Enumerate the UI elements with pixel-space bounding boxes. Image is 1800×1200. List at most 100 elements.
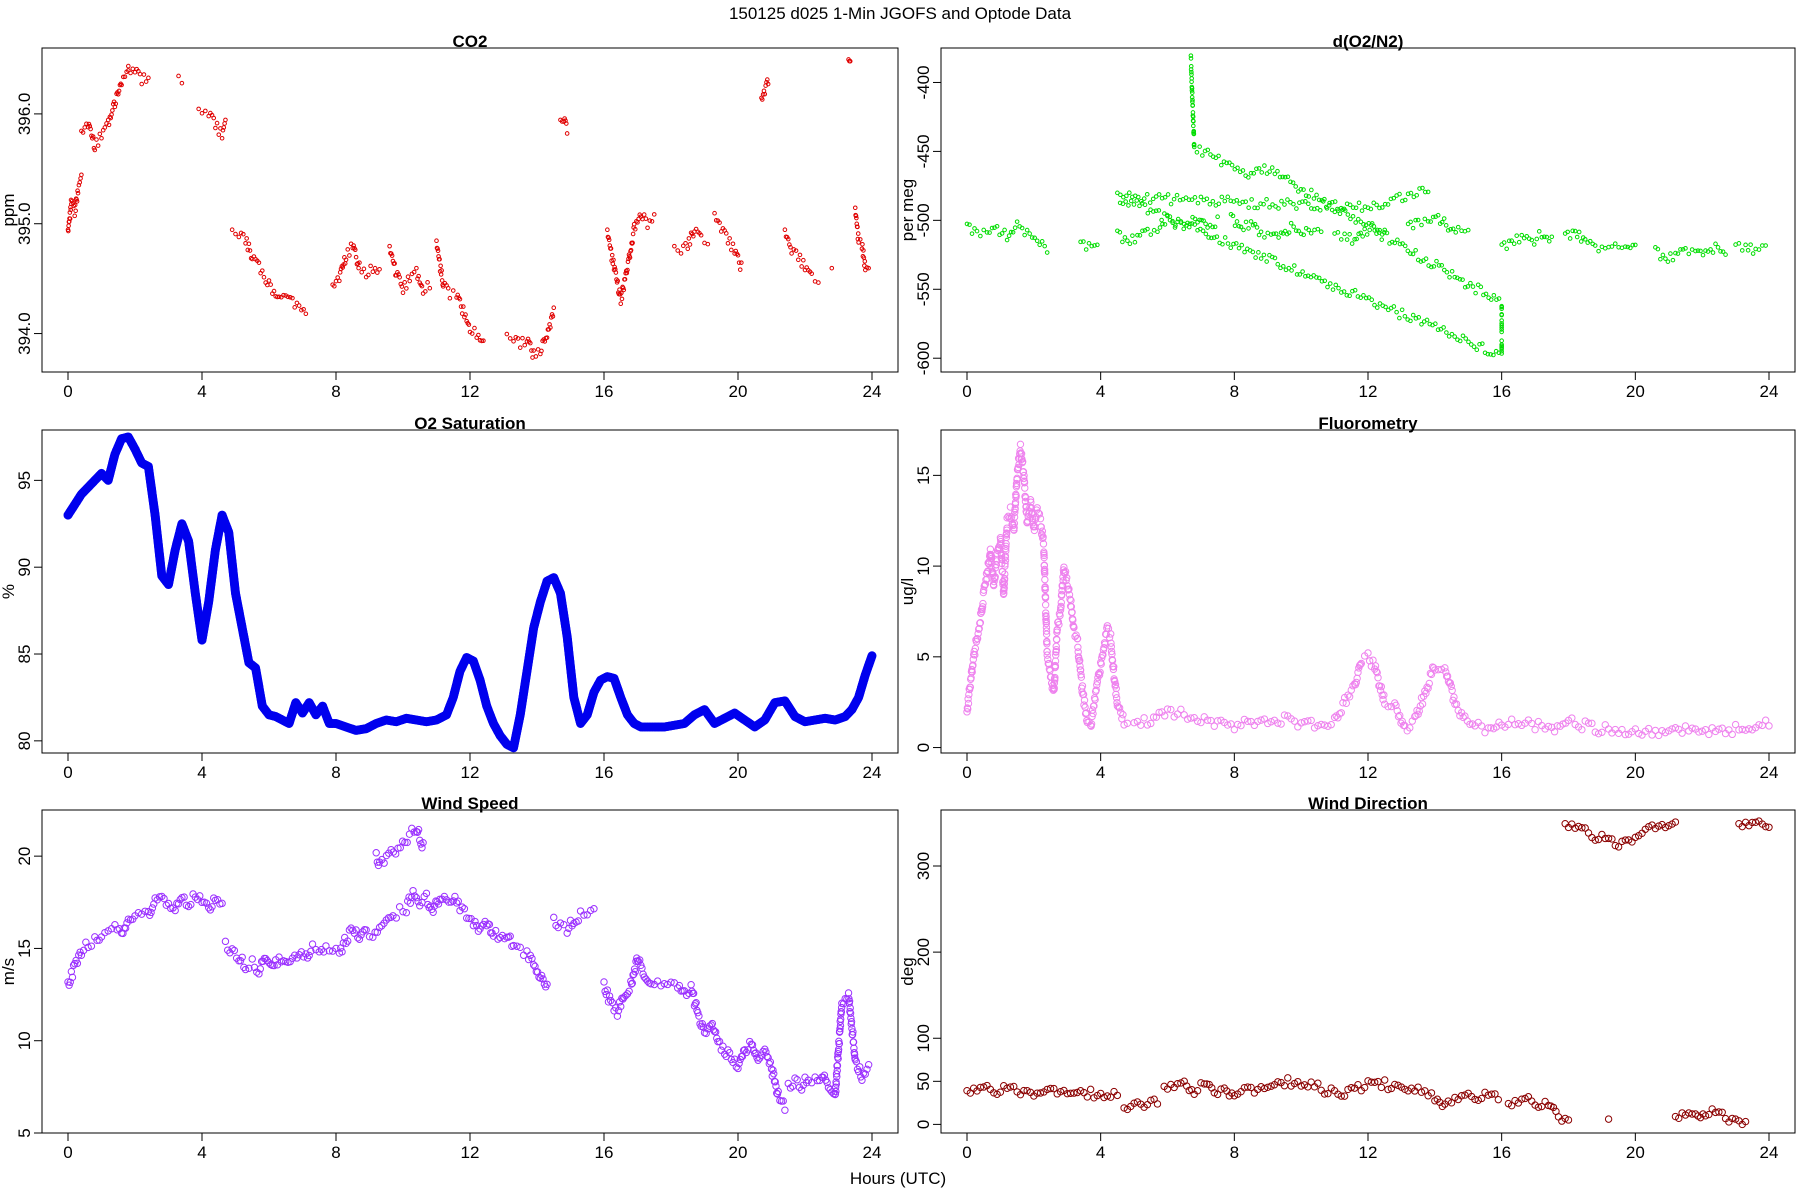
co2-data-point	[196, 106, 201, 112]
co2-x-tick-label: 16	[595, 382, 614, 401]
wdir-data-point	[1193, 1087, 1202, 1095]
co2-data-point	[90, 134, 96, 139]
co2-data-point	[627, 255, 633, 260]
co2-data-point	[791, 247, 797, 252]
do2n2-data-point	[1354, 236, 1359, 242]
wdir-data-point	[1621, 836, 1630, 844]
do2n2-data-point	[1329, 207, 1335, 213]
do2n2-data-point	[1462, 284, 1468, 290]
co2-title: CO2	[453, 32, 488, 51]
wspd-data-point	[634, 957, 643, 966]
do2n2-data-point	[1256, 250, 1261, 255]
do2n2-data-point	[1238, 224, 1244, 230]
fluor-data-point	[1051, 673, 1059, 682]
wdir-data-point	[1457, 1092, 1466, 1100]
wspd-data-point	[184, 902, 193, 911]
do2n2-data-point	[1207, 201, 1213, 207]
do2n2-data-point	[1083, 247, 1089, 252]
fluor-data-point	[1001, 562, 1009, 570]
do2n2-data-point	[1303, 193, 1309, 198]
wspd-data-point	[160, 894, 168, 903]
o2sat-x-tick-label: 20	[729, 763, 748, 782]
co2-data-point	[407, 278, 413, 284]
co2-data-point	[857, 237, 863, 242]
fluor-data-point	[1107, 639, 1115, 647]
do2n2-data-point	[1254, 166, 1259, 172]
fluor-data-point	[1149, 713, 1158, 721]
do2n2-data-point	[1377, 227, 1382, 233]
wdir-data-point	[1050, 1084, 1058, 1093]
co2-data-point	[141, 72, 147, 77]
co2-data-point	[268, 282, 273, 287]
co2-data-point	[685, 246, 691, 252]
wspd-y-tick-label: 10	[15, 1031, 34, 1050]
do2n2-data-point	[1275, 261, 1281, 267]
wspd-data-point	[823, 1078, 831, 1087]
co2-data-point	[75, 190, 81, 196]
co2-data-point	[698, 232, 704, 238]
co2-data-point	[292, 305, 297, 310]
do2n2-data-point	[1267, 205, 1272, 210]
do2n2-data-point	[1042, 243, 1047, 249]
do2n2-data-point	[1325, 284, 1330, 290]
fluor-data-point	[1715, 725, 1723, 733]
wspd-data-point	[537, 971, 546, 980]
fluor-data-point	[1076, 662, 1084, 670]
do2n2-data-point	[1377, 301, 1383, 306]
do2n2-data-point	[1379, 237, 1385, 242]
do2n2-data-point	[1316, 197, 1322, 203]
wspd-data-point	[627, 980, 636, 988]
wspd-data-point	[174, 900, 183, 908]
wspd-data-point	[205, 904, 213, 912]
do2n2-data-point	[1192, 195, 1198, 200]
co2-data-point	[203, 108, 208, 114]
co2-data-point	[244, 236, 249, 241]
fluor-data-point	[1079, 690, 1088, 699]
do2n2-data-point	[1225, 194, 1231, 200]
wdir-data-point	[1671, 818, 1680, 826]
wspd-data-point	[68, 973, 77, 982]
fluor-data-point	[1678, 729, 1686, 737]
fluor-data-point	[1364, 649, 1372, 657]
wdir-data-point	[1705, 1110, 1713, 1119]
fluor-data-point	[1065, 585, 1073, 593]
co2-data-point	[675, 248, 681, 253]
wspd-data-point	[469, 921, 478, 930]
co2-data-point	[238, 230, 244, 236]
wspd-data-point	[786, 1084, 795, 1092]
wspd-data-point	[401, 838, 409, 847]
do2n2-data-point	[1625, 244, 1631, 250]
co2-data-point	[332, 283, 337, 289]
wspd-series	[64, 824, 873, 1114]
do2n2-data-point	[1468, 280, 1473, 286]
do2n2-data-point	[1470, 284, 1476, 289]
co2-data-point	[450, 288, 456, 293]
co2-data-point	[113, 101, 119, 107]
do2n2-data-point	[1570, 228, 1575, 234]
do2n2-data-point	[1209, 235, 1214, 241]
do2n2-data-point	[1710, 250, 1716, 255]
do2n2-data-point	[978, 233, 983, 239]
wdir-data-point	[1561, 1114, 1569, 1123]
fluor-data-point	[1099, 651, 1107, 659]
fluor-data-point	[1598, 728, 1606, 736]
do2n2-data-point	[1322, 278, 1328, 284]
wspd-data-point	[228, 945, 236, 953]
fluor-data-point	[1705, 730, 1713, 739]
co2-data-point	[67, 210, 73, 215]
fluor-data-point	[1167, 705, 1175, 714]
o2sat-y-axis-label: %	[0, 584, 18, 599]
do2n2-data-point	[964, 221, 970, 227]
wspd-data-point	[523, 947, 531, 955]
co2-data-point	[377, 266, 382, 272]
fluor-data-point	[1634, 729, 1643, 738]
fluor-data-point	[1267, 718, 1275, 726]
do2n2-data-point	[1019, 225, 1025, 231]
fluor-data-point	[1051, 676, 1059, 684]
do2n2-data-point	[1222, 198, 1228, 204]
do2n2-data-point	[1234, 198, 1240, 203]
do2n2-data-point	[1363, 295, 1369, 301]
o2sat-x-tick-label: 12	[461, 763, 480, 782]
fluor-data-point	[1352, 678, 1361, 687]
wspd-data-point	[414, 897, 422, 906]
